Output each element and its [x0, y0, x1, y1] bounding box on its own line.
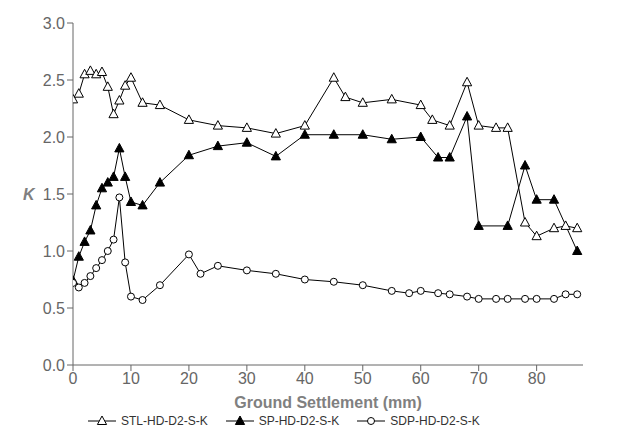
svg-text:30: 30: [238, 370, 256, 387]
html-text:STL-HD-D2-S-K: STL-HD-D2-S-K: [121, 414, 208, 428]
svg-text:Ground Settlement (mm): Ground Settlement (mm): [234, 394, 422, 411]
svg-text:20: 20: [180, 370, 198, 387]
svg-text:2.5: 2.5: [43, 72, 65, 89]
svg-text:50: 50: [354, 370, 372, 387]
svg-text:10: 10: [122, 370, 140, 387]
svg-text:K: K: [23, 186, 36, 203]
svg-text:0.0: 0.0: [43, 357, 65, 374]
svg-text:2.0: 2.0: [43, 129, 65, 146]
svg-text:40: 40: [296, 370, 314, 387]
html-text:SP-HD-D2-S-K: SP-HD-D2-S-K: [258, 414, 340, 428]
svg-text:0.5: 0.5: [43, 300, 65, 317]
svg-text:3.0: 3.0: [43, 15, 65, 32]
svg-text:60: 60: [412, 370, 430, 387]
svg-text:80: 80: [528, 370, 546, 387]
svg-text:1.5: 1.5: [43, 186, 65, 203]
html-text:SDP-HD-D2-S-K: SDP-HD-D2-S-K: [390, 414, 480, 428]
svg-text:0: 0: [69, 370, 78, 387]
svg-text:1.0: 1.0: [43, 243, 65, 260]
svg-text:70: 70: [470, 370, 488, 387]
